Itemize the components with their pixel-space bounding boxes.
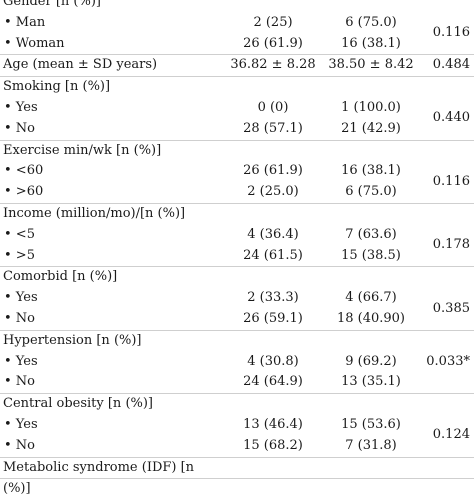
table-row: • Yes 2 (33.3) 4 (66.7) 0.385 [0, 288, 474, 315]
cell-group-1: 0 (0) [257, 99, 289, 115]
row-label: (%)] [3, 481, 31, 497]
row-label: • <60 [4, 163, 44, 179]
row-label: • <5 [4, 226, 35, 242]
cell-group-2: 18 (40.90) [336, 310, 406, 326]
p-value: 0.178 [432, 237, 470, 253]
cell-group-2: 13 (35.1) [341, 374, 401, 390]
p-value: 0.116 [432, 173, 470, 189]
row-label: Gender [n (%)] [3, 0, 101, 9]
row-label: • Yes [4, 353, 38, 369]
cell-group-2: 6 (75.0) [345, 184, 397, 200]
row-label: Smoking [n (%)] [3, 79, 111, 95]
table-group-row: Comorbid [n (%)] [0, 266, 474, 288]
cell-group-2: 7 (63.6) [345, 226, 397, 242]
cell-group-2: 16 (38.1) [341, 163, 401, 179]
cell-group-1: 2 (25.0) [247, 184, 299, 200]
cell-group-1: 15 (68.2) [243, 437, 303, 453]
table-row: • Yes 13 (46.4) 15 (53.6) 0.124 [0, 415, 474, 442]
p-value: 0.033* [426, 353, 470, 369]
p-value: 0.484 [432, 57, 470, 73]
cell-group-2: 15 (38.5) [341, 247, 401, 263]
table-row: • No 24 (64.9) 13 (35.1) [0, 372, 474, 393]
cell-group-1: 36.82 ± 8.28 [230, 57, 316, 73]
table-group-row: Age (mean ± SD years) 36.82 ± 8.28 38.50 ±… [0, 54, 474, 76]
row-label: • No [4, 310, 36, 326]
row-label: • No [4, 120, 36, 136]
cell-group-2: 21 (42.9) [341, 120, 401, 136]
row-label: • Yes [4, 416, 38, 432]
cell-group-1: 26 (61.9) [243, 163, 303, 179]
table-row: • >60 2 (25.0) 6 (75.0) [0, 182, 474, 203]
table-row: • Yes 4 (30.8) 9 (69.2) 0.033* [0, 352, 474, 373]
row-label: • No [4, 374, 36, 390]
cell-group-2: 6 (75.0) [345, 14, 397, 30]
row-label: Central obesity [n (%)] [3, 396, 154, 412]
row-label: • Man [4, 14, 46, 30]
table-group-row: (%)] [0, 478, 474, 500]
cell-group-1: 24 (64.9) [243, 374, 303, 390]
row-label: Exercise min/wk [n (%)] [3, 142, 162, 158]
table-row: • Man 2 (25) 6 (75.0) 0.116 [0, 13, 474, 40]
table-group-row: Income (million/mo)/[n (%)] [0, 202, 474, 225]
row-label: Metabolic syndrome (IDF) [n [3, 459, 195, 475]
p-value: 0.124 [432, 427, 470, 443]
table-group-row: Hypertension [n (%)] [0, 329, 474, 352]
table-row: • Yes 0 (0) 1 (100.0) 0.440 [0, 98, 474, 125]
table-group-row: Metabolic syndrome (IDF) [n [0, 456, 474, 479]
table-group-row: Exercise min/wk [n (%)] [0, 139, 474, 162]
cell-group-2: 7 (31.8) [345, 437, 397, 453]
table-group-row: Central obesity [n (%)] [0, 393, 474, 415]
cell-group-1: 2 (25) [253, 14, 293, 30]
cell-group-2: 16 (38.1) [341, 35, 401, 51]
row-label: Income (million/mo)/[n (%)] [3, 205, 186, 221]
row-label: Comorbid [n (%)] [3, 269, 118, 285]
row-label: • Yes [4, 99, 38, 115]
cell-group-2: 15 (53.6) [341, 416, 401, 432]
table-row: • <5 4 (36.4) 7 (63.6) 0.178 [0, 225, 474, 252]
cell-group-1: 28 (57.1) [243, 120, 303, 136]
table-row: • >5 24 (61.5) 15 (38.5) [0, 246, 474, 267]
row-label: • Woman [4, 35, 65, 51]
cell-group-2: 4 (66.7) [345, 290, 397, 306]
row-label: • Yes [4, 290, 38, 306]
table-row: • No 26 (59.1) 18 (40.90) [0, 309, 474, 330]
cell-group-1: 13 (46.4) [243, 416, 303, 432]
cell-group-1: 26 (61.9) [243, 35, 303, 51]
row-label: • >5 [4, 247, 35, 263]
p-value: 0.116 [432, 25, 470, 41]
row-label: Age (mean ± SD years) [3, 57, 158, 73]
table-group-row: Gender [n (%)] [0, 0, 474, 13]
row-label: • No [4, 437, 36, 453]
cell-group-1: 26 (59.1) [243, 310, 303, 326]
p-value: 0.440 [432, 110, 470, 126]
cell-group-2: 9 (69.2) [345, 353, 397, 369]
cell-group-1: 4 (30.8) [247, 353, 299, 369]
table-row: • No 15 (68.2) 7 (31.8) [0, 436, 474, 457]
table-row: • <60 26 (61.9) 16 (38.1) 0.116 [0, 161, 474, 188]
cell-group-2: 38.50 ± 8.42 [328, 57, 414, 73]
table-row: • Woman 26 (61.9) 16 (38.1) [0, 34, 474, 55]
row-label: Hypertension [n (%)] [3, 332, 142, 348]
table-group-row: Smoking [n (%)] [0, 76, 474, 98]
row-label: • >60 [4, 184, 44, 200]
cell-group-1: 24 (61.5) [243, 247, 303, 263]
table-row: • No 28 (57.1) 21 (42.9) [0, 119, 474, 140]
cell-group-1: 4 (36.4) [247, 226, 299, 242]
cell-group-2: 1 (100.0) [341, 99, 401, 115]
p-value: 0.385 [432, 300, 470, 316]
cell-group-1: 2 (33.3) [247, 290, 299, 306]
